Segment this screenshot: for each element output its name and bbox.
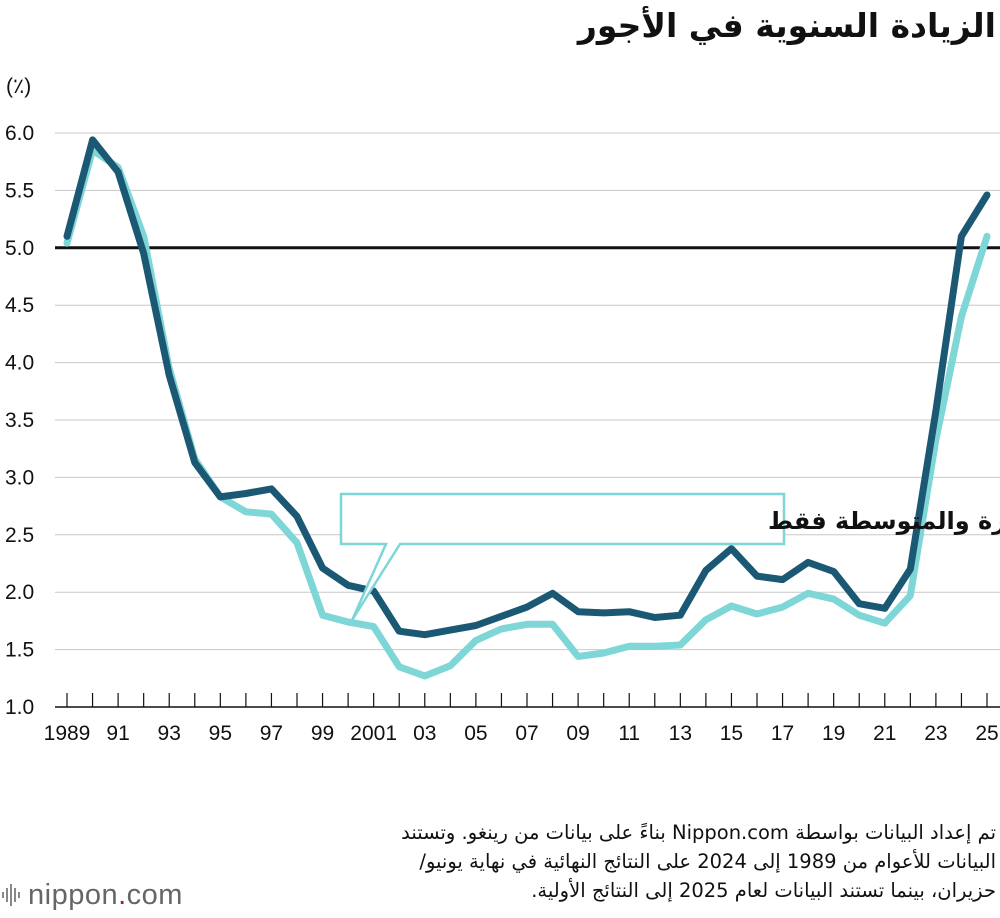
x-tick-label: 99 <box>311 722 334 745</box>
series-line-sme <box>63 146 991 680</box>
x-tick-label: 91 <box>106 722 129 745</box>
y-tick-label: 1.0 <box>5 696 34 719</box>
logo-dot: . <box>118 879 127 911</box>
y-tick-label: 3.5 <box>5 409 34 432</box>
nippon-logo: nippon.com <box>2 878 183 912</box>
logo-wordmark: nippon.com <box>28 878 183 912</box>
series-lines <box>63 136 991 680</box>
x-tick-label: 25 <box>975 722 998 745</box>
gridlines <box>55 132 1000 651</box>
x-tick-label: 93 <box>158 722 181 745</box>
y-tick-label: 4.0 <box>5 352 34 375</box>
x-axis <box>55 693 1000 708</box>
x-tick-label: 05 <box>464 722 487 745</box>
series-callout: الشركات الصغيرة والمتوسطة فقط <box>339 492 1000 621</box>
x-tick-label: 2001 <box>350 722 397 745</box>
line-chart: (٪) 1.0 1.5 2.0 2.5 3.0 3.5 4.0 4.5 5.0 5.5 6.0 19… <box>5 75 1000 745</box>
source-line-3: حزيران، بينما تستند البيانات لعام 2025 إ… <box>531 879 996 902</box>
x-tick-label: 17 <box>771 722 794 745</box>
x-tick-label: 95 <box>209 722 232 745</box>
x-axis-tick-labels: 1989 91 93 95 97 99 2001 03 05 07 09 11 13 15 17 19 21 23… <box>44 722 999 745</box>
x-tick-label: 13 <box>669 722 692 745</box>
y-tick-label: 6.0 <box>5 122 34 145</box>
logo-name: nippon <box>28 879 119 911</box>
y-tick-label: 5.0 <box>5 237 34 260</box>
source-line-1: تم إعداد البيانات بواسطة Nippon.com بناء… <box>401 821 996 844</box>
source-note: تم إعداد البيانات بواسطة Nippon.com بناء… <box>256 818 996 905</box>
callout-box <box>339 492 786 621</box>
logo-mark-icon <box>2 880 20 910</box>
x-tick-label: 09 <box>566 722 589 745</box>
x-tick-label: 03 <box>413 722 436 745</box>
x-tick-label: 19 <box>822 722 845 745</box>
y-tick-label: 2.0 <box>5 581 34 604</box>
x-tick-label: 21 <box>873 722 896 745</box>
chart-title: الزيادة السنوية في الأجور <box>577 6 996 45</box>
y-tick-label: 2.5 <box>5 524 34 547</box>
y-axis-tick-labels: 1.0 1.5 2.0 2.5 3.0 3.5 4.0 4.5 5.0 5.5 6.0 <box>5 122 34 719</box>
x-tick-label: 97 <box>260 722 283 745</box>
x-tick-label: 23 <box>924 722 947 745</box>
logo-domain: com <box>126 879 183 911</box>
x-tick-label: 07 <box>515 722 538 745</box>
callout-label: الشركات الصغيرة والمتوسطة فقط <box>768 507 1000 535</box>
x-tick-label: 1989 <box>44 722 91 745</box>
y-tick-label: 3.0 <box>5 466 34 489</box>
y-tick-label: 1.5 <box>5 639 34 662</box>
x-tick-label: 11 <box>618 722 640 745</box>
y-tick-label: 5.5 <box>5 179 34 202</box>
y-unit-label: (٪) <box>6 75 31 98</box>
y-tick-label: 4.5 <box>5 294 34 317</box>
x-tick-label: 15 <box>720 722 743 745</box>
source-line-2: البيانات للأعوام من 1989 إلى 2024 على ال… <box>419 850 996 873</box>
series-line-all-companies <box>63 136 991 639</box>
